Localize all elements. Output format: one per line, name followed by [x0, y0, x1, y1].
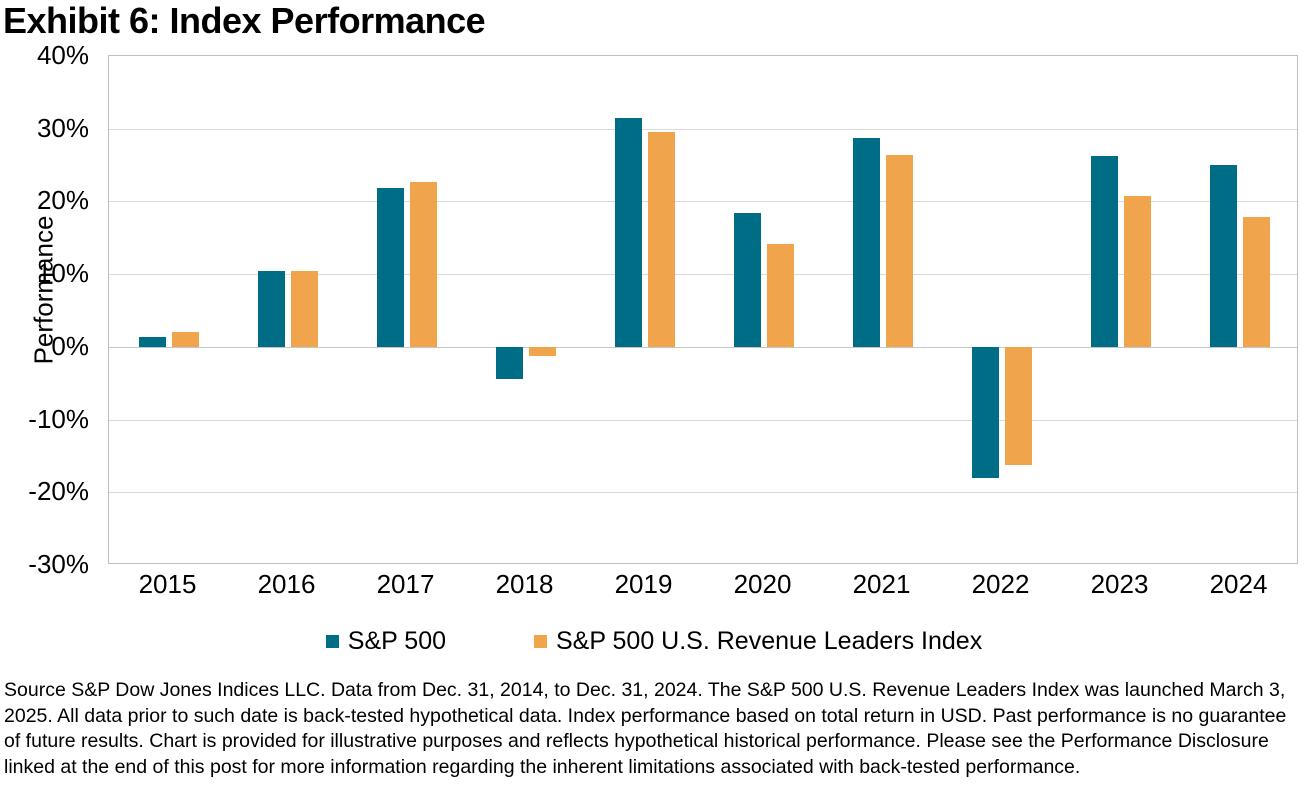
bar-s0-2018: [495, 346, 523, 379]
bar-s0-2024: [1209, 165, 1237, 347]
x-tick-label: 2020: [733, 569, 792, 599]
bar-s0-2020: [733, 213, 761, 347]
legend-item-s1: S&P 500 U.S. Revenue Leaders Index: [534, 627, 982, 656]
bar-s1-2024: [1242, 217, 1270, 347]
chart-title: Exhibit 6: Index Performance: [3, 0, 486, 41]
gridline: [109, 492, 1297, 494]
y-tick-label: 30%: [36, 112, 89, 143]
y-tick-label: 0%: [51, 330, 89, 361]
gridline: [109, 128, 1297, 130]
y-tick-label: 40%: [36, 40, 89, 70]
bar-s1-2015: [171, 331, 199, 347]
bar-s1-2022: [1004, 346, 1032, 465]
plot-area: [108, 55, 1298, 564]
bar-s0-2015: [138, 336, 166, 347]
x-tick-label: 2024: [1209, 569, 1268, 599]
gridline: [109, 201, 1297, 203]
zero-gridline: [109, 346, 1297, 348]
bar-s1-2017: [409, 181, 437, 347]
x-tick-label: 2019: [614, 569, 673, 599]
gridline: [109, 419, 1297, 421]
bar-s1-2021: [885, 154, 913, 347]
bar-s1-2016: [290, 271, 318, 347]
y-tick-label: 20%: [36, 185, 89, 216]
legend-label: S&P 500 U.S. Revenue Leaders Index: [556, 627, 983, 655]
x-tick-label: 2023: [1090, 569, 1149, 599]
bar-s0-2022: [971, 346, 999, 479]
bar-s1-2019: [647, 132, 675, 347]
bar-s0-2023: [1090, 155, 1118, 347]
bar-s1-2018: [528, 346, 556, 356]
legend-swatch-icon: [325, 635, 339, 648]
x-tick-label: 2017: [376, 569, 435, 599]
bar-s0-2019: [614, 117, 642, 347]
x-tick-label: 2022: [971, 569, 1030, 599]
source-footnote: Source S&P Dow Jones Indices LLC. Data f…: [4, 679, 1287, 779]
legend: S&P 500 S&P 500 U.S. Revenue Leaders Inde…: [0, 627, 1308, 656]
x-tick-label: 2015: [138, 569, 197, 599]
y-tick-label: -10%: [28, 403, 89, 434]
x-tick-label: 2021: [852, 569, 911, 599]
y-tick-label: 10%: [36, 258, 89, 289]
y-tick-label: -20%: [28, 476, 89, 507]
legend-label: S&P 500: [347, 627, 446, 655]
bar-s1-2020: [766, 243, 794, 347]
y-tick-label: -30%: [28, 549, 89, 579]
legend-swatch-icon: [534, 635, 547, 648]
legend-item-s0: S&P 500: [325, 627, 446, 656]
bar-s1-2023: [1123, 196, 1151, 347]
bar-s0-2016: [257, 271, 285, 347]
bar-s0-2017: [376, 188, 404, 347]
gridline: [109, 274, 1297, 276]
x-tick-label: 2016: [257, 569, 316, 599]
bar-s0-2021: [852, 138, 880, 347]
x-tick-label: 2018: [495, 569, 554, 599]
